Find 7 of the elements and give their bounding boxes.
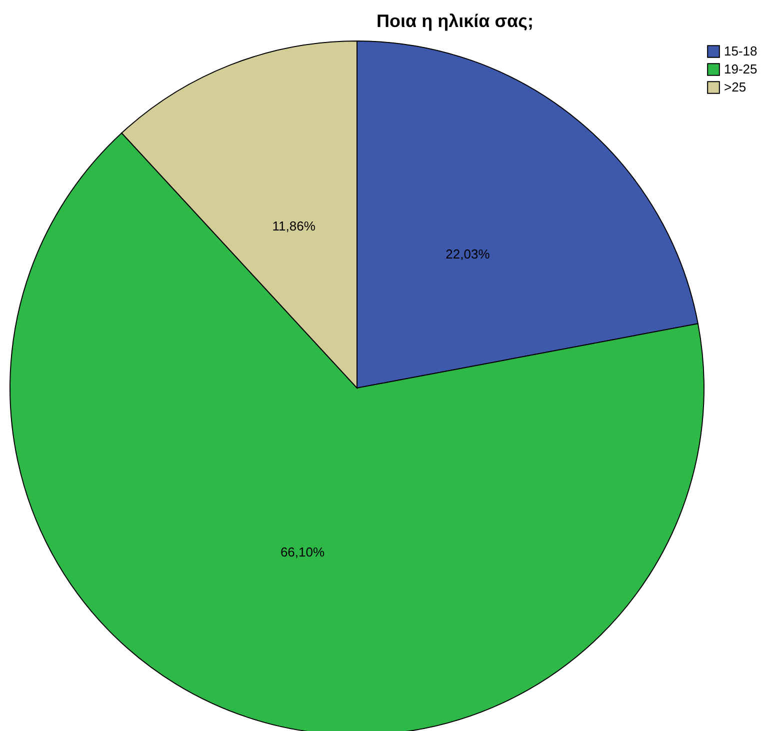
data-label: 66,10% — [280, 544, 325, 560]
legend-label: 19-25 — [724, 62, 758, 76]
data-label: 22,03% — [446, 246, 490, 262]
chart-title: Ποια η ηλικία σας; — [376, 11, 534, 31]
legend-label: 15-18 — [724, 44, 758, 58]
data-label: 11,86% — [272, 218, 316, 234]
legend-label: >25 — [724, 80, 746, 94]
